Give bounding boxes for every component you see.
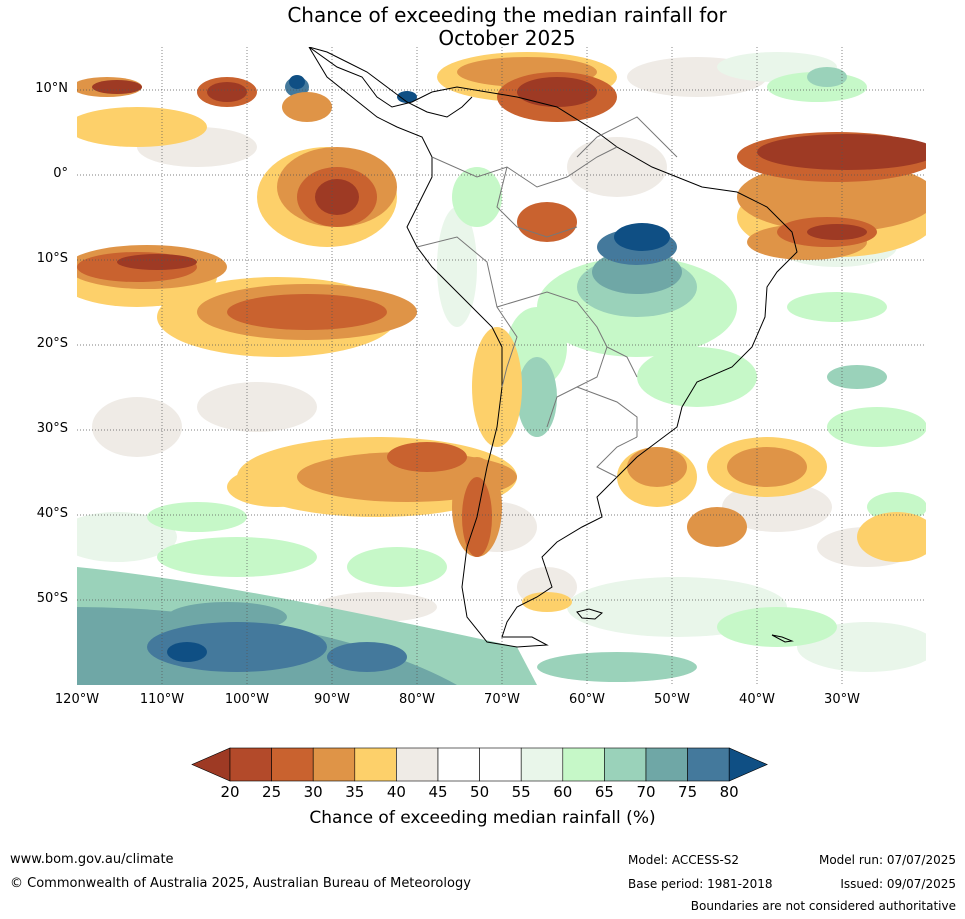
lon-label-100w: 100°W	[224, 692, 270, 707]
lon-label-70w: 70°W	[484, 692, 520, 707]
dark-brown-patches	[92, 77, 926, 270]
lon-label-120w: 120°W	[54, 692, 100, 707]
footer-model-run: Model run: 07/07/2025	[818, 853, 956, 867]
colorbar-segment	[271, 747, 314, 782]
rainfall-map	[77, 47, 926, 685]
footer-model: Model: ACCESS-S2	[628, 853, 740, 867]
colorbar-segment	[437, 747, 480, 782]
south-georgia	[771, 634, 794, 643]
lon-label-40w: 40°W	[739, 692, 775, 707]
colorbar-tick-label: 50	[470, 783, 490, 801]
lat-label-50s: 50°S	[36, 591, 68, 606]
map-title: Chance of exceeding the median rainfall …	[0, 4, 965, 50]
title-line-1: Chance of exceeding the median rainfall …	[287, 3, 727, 27]
colorbar-segment	[687, 747, 730, 782]
colorbar-extend-low	[191, 747, 231, 782]
lat-label-10s: 10°S	[36, 251, 68, 266]
colorbar-tick-label: 65	[594, 783, 614, 801]
central-america-coastline	[308, 47, 473, 118]
colorbar-segment	[562, 747, 605, 782]
falkland-islands	[576, 608, 604, 620]
footer-disclaimer: Boundaries are not considered authoritat…	[690, 899, 956, 913]
footer-base-period: Base period: 1981-2018	[628, 877, 773, 891]
lon-label-60w: 60°W	[569, 692, 605, 707]
colorbar	[191, 747, 768, 782]
colorbar-title: Chance of exceeding median rainfall (%)	[309, 808, 656, 828]
colorbar-segment	[520, 747, 564, 782]
lat-label-0: 0°	[53, 166, 68, 181]
colorbar-tick-label: 80	[719, 783, 739, 801]
colorbar-segment	[604, 747, 647, 782]
colorbar-tick-label: 30	[303, 783, 323, 801]
colorbar-segment	[354, 747, 397, 782]
lat-label-30s: 30°S	[36, 421, 68, 436]
colorbar-segment	[645, 747, 688, 782]
lon-label-30w: 30°W	[824, 692, 860, 707]
lon-label-80w: 80°W	[399, 692, 435, 707]
colorbar-segment	[312, 747, 356, 782]
colorbar-tick-label: 55	[511, 783, 531, 801]
map-canvas	[77, 47, 926, 685]
colorbar-tick-label: 25	[262, 783, 282, 801]
gridlines	[77, 47, 926, 685]
footer-copyright: © Commonwealth of Australia 2025, Austra…	[10, 876, 471, 891]
colorbar-tick-label: 35	[345, 783, 365, 801]
title-line-2: October 2025	[438, 26, 576, 50]
south-america-coastline	[308, 47, 798, 648]
dark-blue-patches	[167, 75, 670, 662]
colorbar-extend-high	[728, 747, 768, 782]
country-borders	[416, 116, 678, 478]
lat-label-20s: 20°S	[36, 336, 68, 351]
colorbar-tick-label: 40	[386, 783, 406, 801]
colorbar-tick-label: 45	[428, 783, 448, 801]
colorbar-tick-label: 20	[220, 783, 240, 801]
lon-label-50w: 50°W	[654, 692, 690, 707]
colorbar-segment	[229, 747, 272, 782]
colorbar-tick-label: 75	[678, 783, 698, 801]
lon-label-110w: 110°W	[139, 692, 185, 707]
lat-label-40s: 40°S	[36, 506, 68, 521]
footer-issued: Issued: 09/07/2025	[840, 877, 956, 891]
lon-label-90w: 90°W	[314, 692, 350, 707]
colorbar-tick-label: 60	[553, 783, 573, 801]
lat-label-10n: 10°N	[35, 81, 68, 96]
footer-url[interactable]: www.bom.gov.au/climate	[10, 852, 174, 867]
colorbar-segment	[396, 747, 439, 782]
colorbar-tick-label: 70	[636, 783, 656, 801]
colorbar-segment	[479, 747, 522, 782]
